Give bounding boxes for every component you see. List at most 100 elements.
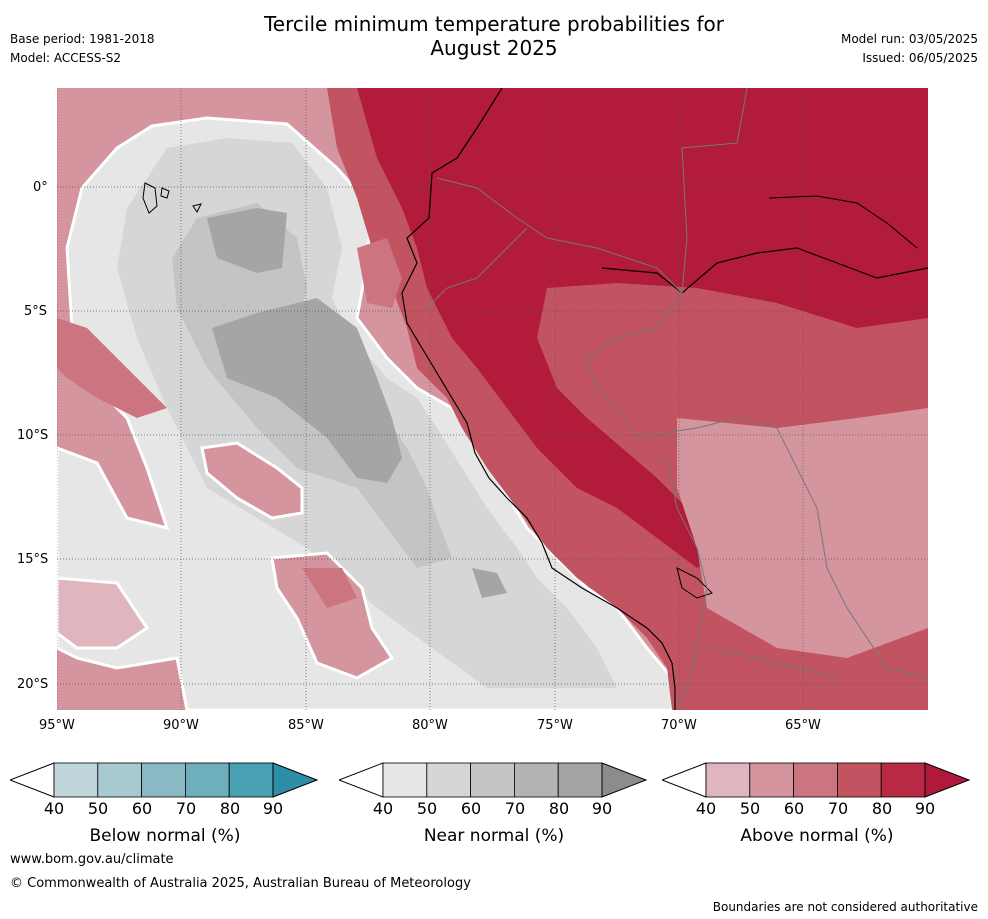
border-bolivia-chile (706, 647, 838, 679)
title-line-2: August 2025 (430, 36, 558, 60)
colorbar-near-label: Near normal (%) (423, 826, 565, 846)
colorbar-cell (97, 762, 143, 798)
colorbar-cell (557, 762, 603, 798)
colorbar-above-svg (660, 762, 971, 798)
galapagos-island-3 (192, 203, 202, 213)
model-run: Model run: 03/05/2025 (840, 32, 978, 46)
lon-label-70w: 70°W (661, 718, 697, 733)
lake-titicaca (676, 567, 713, 599)
cb-below-tick-60: 60 (131, 799, 153, 818)
above-normal-land-90 (357, 88, 928, 568)
colorbar-cell (749, 762, 795, 798)
border-ecuador-peru (426, 227, 528, 309)
colorbar-cell (470, 762, 515, 798)
cb-above-tick-80: 80 (871, 799, 893, 818)
lon-label-80w: 80°W (412, 718, 448, 733)
near-normal-80 (212, 298, 402, 483)
colorbar-cell (513, 762, 559, 798)
footer-copyright: © Commonwealth of Australia 2025, Austra… (10, 876, 471, 891)
colorbar-near-right-arrow (601, 762, 648, 798)
above-normal-patch-3 (57, 576, 150, 650)
lon-label-65w: 65°W (785, 718, 821, 733)
colorbar-cell (53, 762, 99, 798)
colorbar-cell (836, 762, 882, 798)
colorbar-near-ticks: 40 50 60 70 80 90 (339, 800, 649, 820)
coastline (401, 88, 676, 710)
probability-map (57, 88, 928, 710)
colorbar-below-left-arrow (8, 762, 55, 798)
cb-below-tick-50: 50 (87, 799, 109, 818)
cb-above-tick-70: 70 (827, 799, 849, 818)
border-peru-bolivia (666, 457, 708, 710)
lon-label-95w: 95°W (39, 718, 75, 733)
lat-label-10s: 10°S (17, 428, 49, 443)
map-svg (57, 88, 928, 710)
colorbar-cell (793, 762, 838, 798)
lat-label-0: 0° (33, 180, 48, 195)
cb-above-tick-60: 60 (783, 799, 805, 818)
border-colombia-peru (436, 177, 683, 294)
border-bolivia-brazil (776, 427, 928, 679)
cb-near-tick-40: 40 (372, 799, 394, 818)
galapagos-islands (142, 182, 158, 214)
base-period: Base period: 1981-2018 (10, 32, 155, 46)
above-normal-bolivia (677, 408, 928, 658)
colorbar-cell (228, 762, 274, 798)
colorbar-cell (705, 762, 751, 798)
colorbar-near-left-arrow (337, 762, 384, 798)
colorbar-below-normal: 40 50 60 70 80 90 Below normal (%) (8, 762, 320, 852)
above-normal-patch-2b (302, 568, 357, 608)
above-normal-patch-1 (200, 441, 304, 520)
lon-label-75w: 75°W (537, 718, 573, 733)
colorbar-cell (141, 762, 186, 798)
model-name: Model: ACCESS-S2 (10, 51, 122, 65)
lat-label-15s: 15°S (17, 552, 49, 567)
cb-below-tick-80: 80 (219, 799, 241, 818)
title-line-1: Tercile minimum temperature probabilitie… (263, 12, 725, 36)
colorbar-above-ticks: 40 50 60 70 80 90 (662, 800, 972, 820)
cb-near-tick-80: 80 (548, 799, 570, 818)
colorbar-above-normal: 40 50 60 70 80 90 Above normal (%) (660, 762, 972, 852)
cb-near-tick-50: 50 (416, 799, 438, 818)
amazon-river (601, 247, 928, 294)
colorbar-above-right-arrow (924, 762, 971, 798)
colorbar-below-ticks: 40 50 60 70 80 90 (10, 800, 320, 820)
colorbar-below-right-arrow (272, 762, 319, 798)
colorbar-above-label: Above normal (%) (740, 826, 894, 846)
graticule (57, 88, 928, 710)
colorbar-below-label: Below normal (%) (89, 826, 241, 846)
near-normal-80-south (472, 568, 507, 598)
footer-url: www.bom.gov.au/climate (10, 852, 174, 867)
cb-near-tick-90: 90 (591, 799, 613, 818)
border-colombia-brazil (681, 88, 748, 294)
colorbar-cell (382, 762, 428, 798)
lon-label-85w: 85°W (288, 718, 324, 733)
colorbar-cell (880, 762, 926, 798)
above-normal-west (57, 318, 167, 418)
colorbar-below-svg (8, 762, 319, 798)
cb-above-tick-50: 50 (739, 799, 761, 818)
colorbar-cell (184, 762, 230, 798)
lon-label-90w: 90°W (163, 718, 199, 733)
lat-label-20s: 20°S (17, 677, 49, 692)
cb-below-tick-90: 90 (262, 799, 284, 818)
colorbar-above-left-arrow (660, 762, 707, 798)
border-peru-brazil (586, 292, 778, 439)
cb-below-tick-70: 70 (175, 799, 197, 818)
amazon-tributary (768, 195, 918, 249)
country-borders (426, 88, 928, 710)
near-normal-80-north (207, 208, 287, 273)
cb-near-tick-60: 60 (460, 799, 482, 818)
galapagos-island-2 (160, 187, 170, 199)
footer-disclaimer: Boundaries are not considered authoritat… (712, 900, 978, 914)
above-normal-patch-2 (270, 551, 395, 680)
colorbar-cell (426, 762, 472, 798)
above-normal-chile (747, 668, 802, 710)
above-normal-coast (357, 238, 402, 308)
cb-below-tick-40: 40 (43, 799, 65, 818)
cb-above-tick-90: 90 (914, 799, 936, 818)
colorbar-near-normal: 40 50 60 70 80 90 Near normal (%) (337, 762, 649, 852)
lat-label-5s: 5°S (24, 304, 48, 319)
cb-above-tick-40: 40 (695, 799, 717, 818)
colorbar-near-svg (337, 762, 648, 798)
